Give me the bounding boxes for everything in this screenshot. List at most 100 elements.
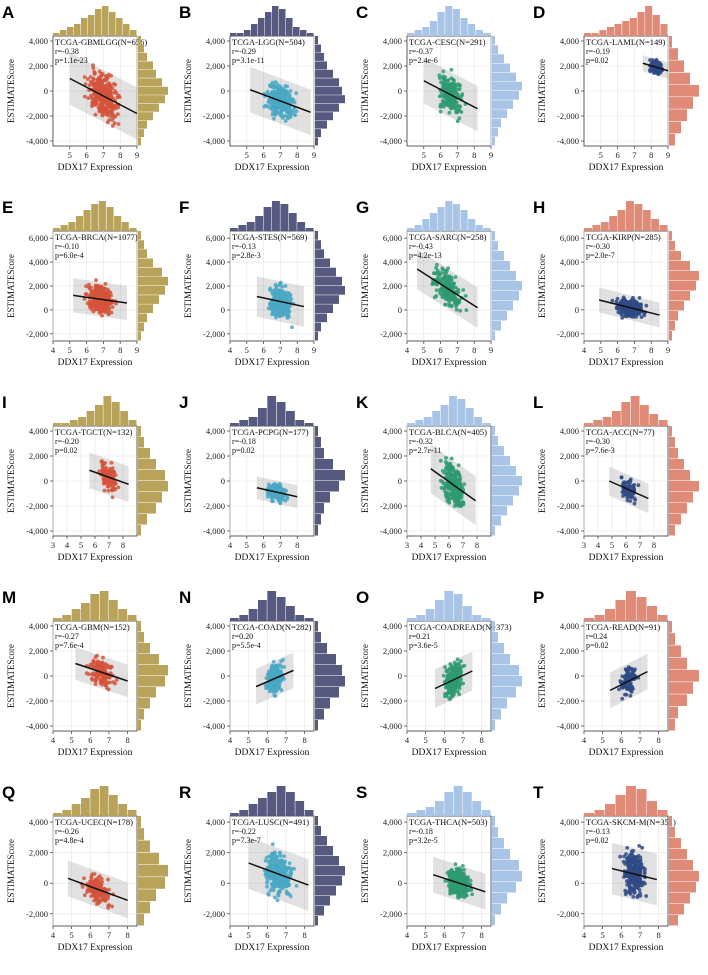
right-histogram-bar — [315, 836, 327, 846]
data-point — [272, 94, 276, 98]
top-histogram-bar — [95, 405, 103, 426]
data-point — [273, 855, 278, 860]
correlation-r: r=0.20 — [232, 632, 253, 641]
data-point — [273, 694, 278, 698]
data-point — [106, 83, 111, 88]
x-tick-label: 8 — [126, 930, 130, 940]
data-point — [458, 679, 463, 683]
data-point — [94, 93, 99, 98]
top-histogram-bar — [407, 33, 415, 36]
data-point — [282, 114, 287, 118]
top-histogram-bar — [445, 201, 453, 231]
data-point — [622, 492, 627, 497]
x-axis-label: DDX17 Expression — [589, 553, 664, 563]
right-histogram-bar — [138, 676, 165, 687]
right-histogram-bar — [315, 78, 339, 87]
data-point — [445, 461, 450, 466]
data-point — [102, 488, 107, 493]
panel-title: TCGA-CESC(N=291) — [409, 37, 486, 47]
top-histogram-bar — [295, 801, 305, 816]
top-histogram-bar — [437, 12, 445, 36]
right-histogram-bar — [492, 331, 495, 341]
panel-letter: D — [533, 3, 545, 22]
top-histogram-bar — [307, 33, 314, 36]
data-point — [658, 70, 662, 75]
y-tick-label: -2,000 — [380, 909, 402, 919]
x-tick-label: 7 — [101, 150, 105, 160]
x-tick-label: 5 — [68, 150, 72, 160]
top-histogram-bar — [463, 606, 472, 621]
y-axis-label: ESTIMATEScore — [360, 644, 370, 708]
data-point — [278, 501, 283, 506]
data-point — [110, 495, 115, 500]
data-point — [276, 893, 281, 898]
data-point — [277, 93, 282, 98]
data-point — [447, 274, 452, 278]
y-tick-label: -2,000 — [557, 329, 579, 339]
data-point — [438, 458, 443, 463]
data-point — [446, 103, 450, 108]
data-point — [629, 690, 634, 694]
y-axis-label: ESTIMATEScore — [537, 59, 547, 123]
data-point — [277, 890, 282, 895]
top-histogram-bar — [304, 618, 314, 621]
right-histogram-bar — [138, 286, 165, 295]
top-histogram-bar — [67, 27, 74, 36]
x-axis-label: DDX17 Expression — [412, 553, 487, 563]
data-point — [455, 480, 460, 485]
right-histogram-bar — [138, 828, 144, 840]
top-histogram-bar — [53, 33, 60, 36]
right-histogram-bar — [138, 36, 141, 44]
data-point — [636, 483, 641, 488]
x-tick-label: 5 — [433, 540, 437, 550]
x-tick-label: 8 — [472, 345, 476, 355]
right-histogram-bar — [138, 129, 144, 138]
y-axis-label: ESTIMATEScore — [6, 644, 16, 708]
y-tick-label: -2,000 — [557, 111, 579, 121]
top-histogram-bar — [121, 222, 129, 231]
data-point — [112, 82, 116, 86]
right-histogram-bar — [315, 481, 339, 492]
regression-line — [642, 62, 669, 72]
data-point — [449, 82, 454, 86]
right-histogram-bar — [669, 657, 687, 670]
data-point — [442, 102, 447, 107]
right-histogram-bar — [669, 321, 675, 331]
data-point — [91, 76, 96, 81]
data-point — [290, 325, 294, 330]
right-histogram-bar — [138, 52, 147, 61]
data-point — [630, 314, 634, 319]
data-point — [620, 674, 625, 679]
y-tick-label: 2,000 — [29, 646, 48, 656]
x-tick-label: 6 — [438, 345, 442, 355]
data-point — [271, 102, 275, 107]
data-point — [87, 293, 91, 298]
y-axis-label: ESTIMATEScore — [360, 449, 370, 513]
data-point — [93, 306, 98, 310]
panel-letter: E — [2, 198, 13, 217]
panel-letter: P — [533, 588, 544, 607]
data-point — [285, 316, 290, 320]
x-tick-label: 7 — [461, 930, 465, 940]
data-point — [449, 296, 454, 301]
data-point — [281, 497, 285, 502]
data-point — [270, 873, 275, 878]
x-tick-label: 9 — [312, 345, 316, 355]
x-tick-label: 6 — [442, 930, 446, 940]
top-histogram-bar — [429, 21, 437, 36]
panel-title: TCGA-ACC(N=77) — [586, 427, 655, 437]
data-point — [639, 315, 644, 319]
right-histogram-bar — [315, 687, 339, 698]
data-point — [458, 475, 462, 480]
data-point — [82, 876, 86, 881]
right-histogram-bar — [492, 109, 507, 118]
top-histogram-bar — [468, 219, 476, 231]
data-point — [271, 659, 276, 664]
right-histogram-bar — [315, 331, 318, 341]
data-point — [288, 894, 293, 899]
data-point — [265, 89, 270, 94]
data-point — [270, 499, 274, 504]
